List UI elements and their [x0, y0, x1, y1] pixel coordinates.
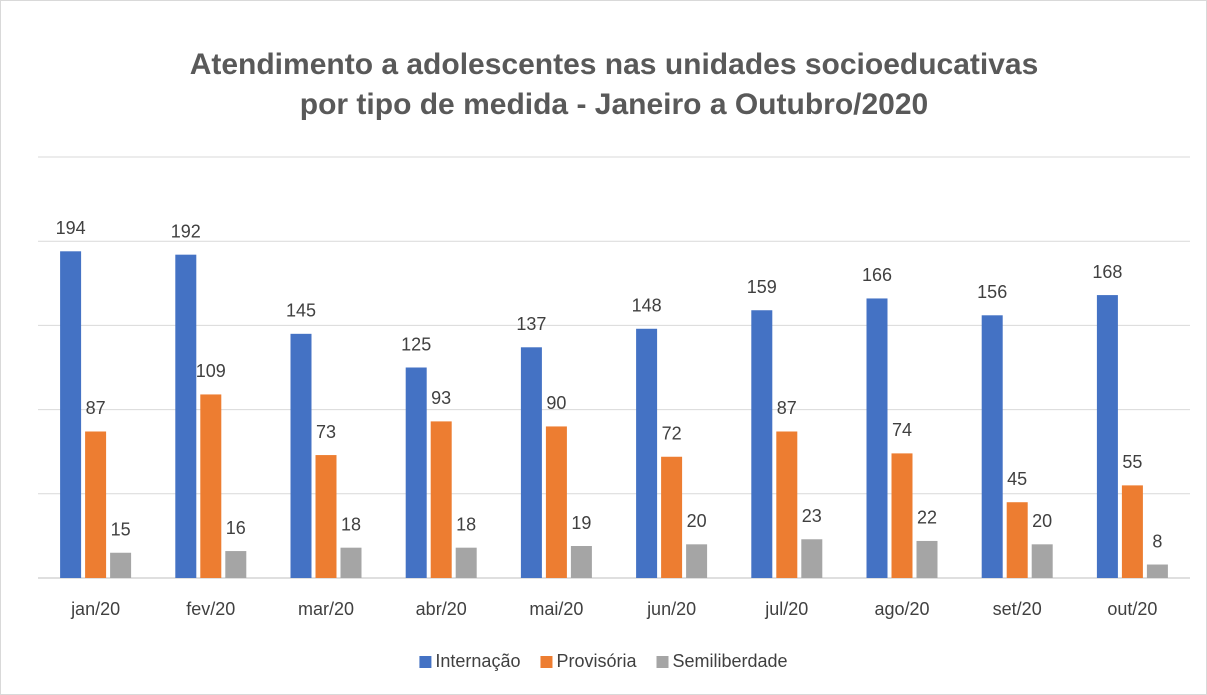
- data-label: 18: [456, 514, 476, 534]
- legend-swatch: [540, 656, 553, 668]
- x-tick-label: mai/20: [529, 599, 583, 619]
- bar: [1121, 485, 1143, 578]
- data-label: 90: [546, 393, 566, 413]
- bar: [776, 431, 798, 578]
- x-tick-label: fev/20: [186, 599, 235, 619]
- bar: [430, 421, 452, 578]
- data-label: 87: [86, 398, 106, 418]
- legend-label: Semiliberdade: [673, 651, 788, 671]
- data-label: 166: [862, 265, 892, 285]
- bar: [686, 544, 708, 578]
- data-label: 19: [571, 513, 591, 533]
- chart-title: por tipo de medida - Janeiro a Outubro/2…: [300, 88, 928, 121]
- bar: [866, 298, 888, 578]
- bar: [1006, 502, 1028, 578]
- bar: [340, 547, 362, 578]
- data-label: 109: [196, 361, 226, 381]
- data-label: 18: [341, 514, 361, 534]
- bar: [290, 333, 312, 578]
- bar: [661, 456, 683, 578]
- bar: [405, 367, 427, 578]
- bar: [801, 539, 823, 578]
- bar: [520, 347, 542, 578]
- x-tick-label: abr/20: [416, 599, 467, 619]
- x-tick-label: set/20: [993, 599, 1042, 619]
- data-label: 55: [1122, 452, 1142, 472]
- data-label: 8: [1152, 531, 1162, 551]
- data-label: 45: [1007, 469, 1027, 489]
- data-label: 72: [662, 424, 682, 444]
- bar: [60, 251, 82, 578]
- bar: [225, 551, 247, 578]
- bar: [1031, 544, 1053, 578]
- x-tick-label: out/20: [1107, 599, 1157, 619]
- bar: [1096, 295, 1118, 578]
- bar: [175, 254, 197, 578]
- legend-swatch: [656, 656, 669, 668]
- legend-swatch: [419, 656, 432, 668]
- bar: [455, 547, 477, 578]
- data-label: 168: [1092, 262, 1122, 282]
- data-label: 125: [401, 334, 431, 354]
- data-label: 148: [632, 296, 662, 316]
- bar: [315, 455, 337, 578]
- data-label: 20: [687, 511, 707, 531]
- bar: [916, 540, 938, 578]
- bar: [200, 394, 222, 578]
- legend-label: Internação: [435, 651, 520, 671]
- data-label: 15: [111, 519, 131, 539]
- bar: [1146, 564, 1168, 578]
- data-label: 74: [892, 420, 912, 440]
- x-tick-label: mar/20: [298, 599, 354, 619]
- data-label: 73: [316, 422, 336, 442]
- data-label: 156: [977, 282, 1007, 302]
- bar: [85, 431, 107, 578]
- data-label: 22: [917, 508, 937, 528]
- data-label: 20: [1032, 511, 1052, 531]
- data-label: 23: [802, 506, 822, 526]
- bar: [636, 328, 658, 578]
- x-tick-label: jan/20: [70, 599, 120, 619]
- data-label: 145: [286, 301, 316, 321]
- bar: [981, 315, 1003, 578]
- data-label: 192: [171, 221, 201, 241]
- data-label: 16: [226, 518, 246, 538]
- bar: [570, 546, 592, 578]
- bar: [110, 552, 132, 578]
- bar: [891, 453, 913, 578]
- legend-label: Provisória: [556, 651, 637, 671]
- data-label: 93: [431, 388, 451, 408]
- data-label: 87: [777, 398, 797, 418]
- bar: [751, 310, 773, 578]
- data-label: 159: [747, 277, 777, 297]
- x-tick-label: ago/20: [874, 599, 929, 619]
- x-tick-label: jun/20: [646, 599, 696, 619]
- bar: [545, 426, 567, 578]
- data-label: 137: [516, 314, 546, 334]
- data-label: 194: [56, 218, 86, 238]
- x-tick-label: jul/20: [764, 599, 808, 619]
- chart-title: Atendimento a adolescentes nas unidades …: [190, 48, 1039, 81]
